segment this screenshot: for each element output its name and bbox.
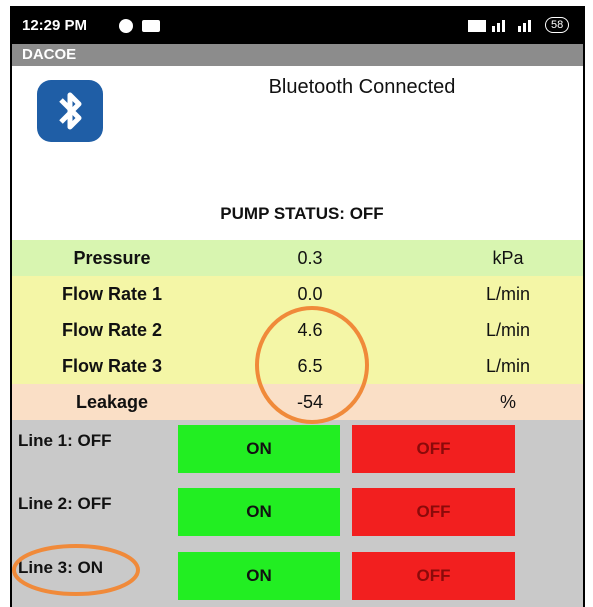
off-button[interactable]: OFF <box>352 488 515 536</box>
line-label: Line 3: ON <box>18 558 103 578</box>
connection-status: Bluetooth Connected <box>162 76 562 99</box>
table-cell: -54 <box>212 384 408 420</box>
off-button[interactable]: OFF <box>352 552 515 600</box>
table-cell: 0.3 <box>212 240 408 276</box>
on-button[interactable]: ON <box>178 488 340 536</box>
table-cell: L/min <box>408 348 593 384</box>
screen: 12:29 PM 58 DACOE Bluetooth Connected PU… <box>0 0 593 607</box>
pump-status: PUMP STATUS: OFF <box>12 204 592 224</box>
notification-icons <box>118 18 162 34</box>
signal-icons <box>464 18 540 34</box>
table-cell: % <box>408 384 593 420</box>
table-cell: L/min <box>408 276 593 312</box>
table-cell: kPa <box>408 240 593 276</box>
bluetooth-icon <box>37 80 103 142</box>
battery: 58 <box>545 17 569 33</box>
table-cell: Flow Rate 2 <box>12 312 212 348</box>
table-cell: Leakage <box>12 384 212 420</box>
time: 12:29 PM <box>22 17 87 34</box>
header: Bluetooth Connected PUMP STATUS: OFF <box>12 66 583 240</box>
table-cell: 6.5 <box>212 348 408 384</box>
app-bar: DACOE <box>12 44 583 66</box>
on-button[interactable]: ON <box>178 425 340 473</box>
on-button[interactable]: ON <box>178 552 340 600</box>
table-cell: Flow Rate 3 <box>12 348 212 384</box>
line-label: Line 1: OFF <box>18 431 112 451</box>
table-cell: Pressure <box>12 240 212 276</box>
table-row: Leakage-54% <box>12 384 583 420</box>
status-bar: 12:29 PM 58 <box>12 8 583 44</box>
table-cell: Flow Rate 1 <box>12 276 212 312</box>
table-cell: 0.0 <box>212 276 408 312</box>
off-button[interactable]: OFF <box>352 425 515 473</box>
table-cell: L/min <box>408 312 593 348</box>
line-label: Line 2: OFF <box>18 494 112 514</box>
app-title: DACOE <box>22 46 76 63</box>
table-cell: 4.6 <box>212 312 408 348</box>
